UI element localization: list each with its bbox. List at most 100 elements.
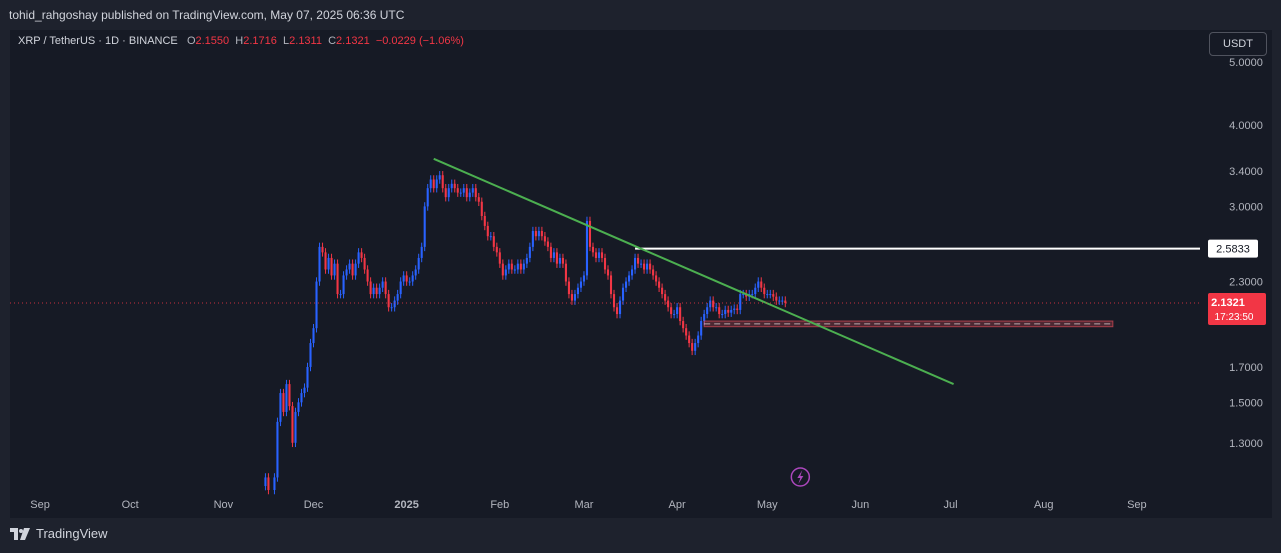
candle-body	[618, 300, 622, 315]
candle-body	[435, 179, 438, 189]
candle-body	[561, 257, 564, 264]
candle-body	[417, 257, 420, 270]
candle-body	[676, 307, 679, 315]
candle-body	[489, 236, 492, 238]
candle-body	[432, 179, 435, 189]
candle-body	[387, 294, 390, 308]
candle-body	[733, 308, 736, 310]
candle-body	[670, 307, 673, 315]
candle-body	[646, 263, 649, 270]
candle-body	[745, 294, 748, 297]
candle-body	[621, 287, 625, 301]
candle-body	[309, 343, 312, 367]
candle-body	[330, 257, 333, 276]
candle-body	[408, 281, 411, 283]
candle-body	[603, 257, 607, 270]
event-marker-icon	[790, 467, 811, 487]
candle-body	[360, 252, 363, 258]
candle-body	[312, 328, 315, 344]
candle-body	[450, 183, 453, 189]
candle-body	[643, 263, 646, 270]
candle-body	[606, 269, 610, 276]
candle-body	[357, 252, 360, 264]
candle-body	[327, 257, 330, 270]
candle-body	[739, 294, 742, 310]
candle-body	[348, 263, 351, 270]
ohlc-legend: XRP / TetherUS · 1D · BINANCE O2.1550 H2…	[18, 35, 464, 47]
candle-body	[573, 294, 577, 301]
candle-body	[471, 188, 474, 193]
last-price-label: 2.1321	[1211, 297, 1245, 309]
candle-body	[414, 269, 417, 276]
candle-body	[480, 201, 483, 216]
candle-body	[300, 393, 303, 403]
y-tick-label: 5.0000	[1229, 57, 1263, 69]
x-tick-label: Apr	[669, 499, 686, 511]
candle-body	[549, 246, 552, 258]
currency-button[interactable]: USDT	[1209, 32, 1267, 56]
candle-body	[273, 477, 276, 490]
candle-body	[423, 206, 426, 247]
candle-body	[627, 275, 631, 282]
candle-body	[267, 477, 270, 490]
brand[interactable]: TradingView	[10, 526, 108, 541]
price-chart[interactable]: 5.0000 4.0000 3.4000 3.0000 2.3000 1.7000 1.50…	[10, 30, 1272, 518]
x-tick-label: Aug	[1034, 499, 1054, 511]
change-value: −0.0229 (−1.06%)	[375, 35, 464, 47]
candle-body	[375, 287, 378, 295]
candle-body	[426, 188, 429, 207]
candle-body	[276, 421, 279, 478]
drawings-layer	[10, 157, 1200, 487]
candle-body	[528, 246, 531, 258]
candle-body	[685, 328, 688, 336]
candle-body	[492, 236, 495, 247]
candle-body	[372, 287, 375, 295]
x-tick-label: Feb	[490, 499, 509, 511]
candle-body	[390, 307, 393, 309]
x-tick-label: Dec	[304, 499, 324, 511]
candle-body	[465, 188, 468, 198]
candle-body	[306, 366, 309, 388]
candle-body	[766, 294, 769, 296]
chart-pane[interactable]: 5.0000 4.0000 3.4000 3.0000 2.3000 1.7000 1.50…	[10, 30, 1272, 518]
candle-body	[453, 183, 456, 189]
candle-body	[291, 406, 294, 443]
candle-body	[264, 477, 267, 487]
y-tick-label: 3.0000	[1229, 201, 1263, 213]
candle-body	[688, 335, 691, 344]
candle-body	[591, 246, 595, 253]
candle-body	[336, 263, 339, 295]
candle-body	[396, 294, 399, 301]
candle-body	[504, 269, 507, 276]
candle-body	[667, 300, 670, 308]
candle-body	[612, 294, 616, 308]
y-tick-label: 1.5000	[1229, 397, 1263, 409]
candle-body	[673, 314, 676, 316]
x-tick-label: Sep	[30, 499, 50, 511]
candle-body	[342, 275, 345, 295]
candle-body	[760, 281, 763, 288]
candle-body	[444, 188, 447, 198]
candle-body	[724, 309, 727, 315]
candle-body	[366, 269, 369, 282]
tradingview-logo-icon	[10, 527, 30, 540]
candle-body	[405, 275, 408, 282]
candle-body	[537, 231, 540, 237]
high-value: 2.1716	[243, 35, 277, 47]
candle-body	[522, 263, 525, 270]
candle-body	[697, 335, 700, 344]
candles-layer	[264, 171, 787, 495]
candle-body	[655, 275, 658, 282]
candle-body	[516, 263, 519, 270]
candle-body	[682, 321, 685, 329]
candle-body	[588, 220, 592, 247]
candle-body	[399, 281, 402, 295]
candle-body	[558, 257, 561, 264]
candle-body	[640, 263, 643, 265]
candle-body	[700, 321, 703, 336]
candle-body	[510, 263, 513, 270]
candle-body	[736, 308, 739, 310]
candle-body	[727, 309, 730, 313]
last-price-badge	[1208, 292, 1266, 325]
open-value: 2.1550	[195, 35, 230, 47]
